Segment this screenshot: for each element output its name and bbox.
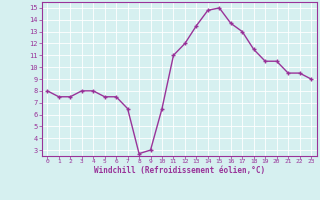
X-axis label: Windchill (Refroidissement éolien,°C): Windchill (Refroidissement éolien,°C): [94, 166, 265, 175]
